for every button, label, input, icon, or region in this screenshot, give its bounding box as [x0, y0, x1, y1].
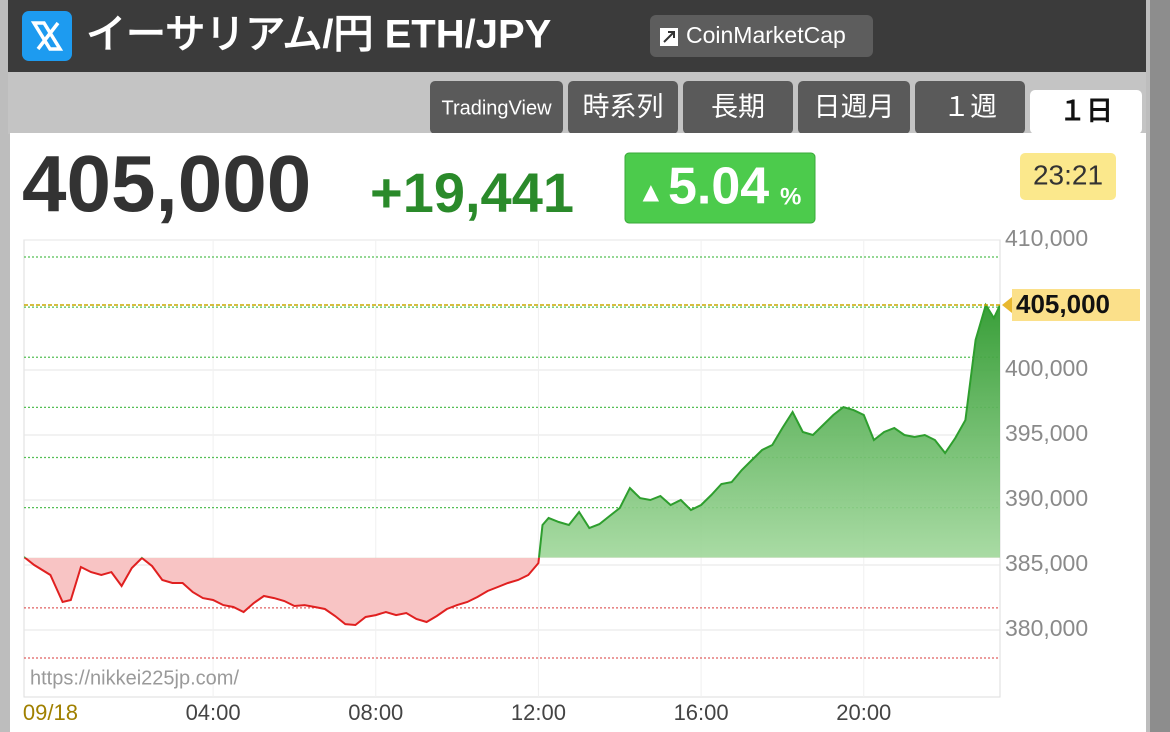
last-price-pointer	[1002, 297, 1012, 314]
tab[interactable]: 日週月	[798, 81, 910, 134]
source-button[interactable]: CoinMarketCap	[650, 15, 873, 57]
tab[interactable]: 時系列	[568, 81, 678, 134]
tab-label: 日週月	[814, 92, 895, 122]
x-tick-label: 16:00	[674, 700, 729, 725]
change-pct-box	[624, 152, 816, 224]
x-tick-label: 09/18	[23, 700, 78, 725]
tab-bg	[430, 81, 563, 134]
price: 405,000	[22, 139, 311, 228]
tab-label: １週	[943, 92, 997, 122]
tab[interactable]: １日	[1030, 90, 1142, 134]
tab[interactable]: TradingView	[430, 81, 563, 134]
panel	[10, 133, 1146, 732]
line-up	[24, 302, 1000, 558]
y-tick-label: 410,000	[1005, 225, 1088, 251]
x-icon[interactable]	[22, 11, 72, 61]
tabs: TradingView 時系列 長期 日週月 １週 １日	[430, 81, 1142, 134]
last-price-label: 405,000	[1016, 289, 1110, 319]
y-tick-label: 390,000	[1005, 485, 1088, 511]
tab-bg	[683, 81, 793, 134]
tab-bg	[798, 81, 910, 134]
change-pct-arrow: ▲	[637, 176, 665, 207]
area-down	[24, 557, 1000, 625]
change: +19,441	[370, 161, 574, 224]
tab-label: 時系列	[583, 92, 664, 122]
tab-bg	[1030, 90, 1142, 134]
tab-bg	[568, 81, 678, 134]
tab-label: １日	[1059, 96, 1113, 126]
time-box	[1020, 153, 1116, 200]
title: イーサリアム/円 ETH/JPY	[86, 13, 552, 57]
tab[interactable]: 長期	[683, 81, 793, 134]
tab-bg	[915, 81, 1025, 134]
tab[interactable]: １週	[915, 81, 1025, 134]
y-tick-label: 395,000	[1005, 420, 1088, 446]
change-pct: 5.04	[668, 158, 769, 216]
tab-label: TradingView	[441, 97, 552, 119]
header-bar	[8, 0, 1146, 72]
y-tick-label: 400,000	[1005, 355, 1088, 381]
line-down	[24, 557, 540, 627]
y-tick-label: 385,000	[1005, 550, 1088, 576]
time: 23:21	[1033, 159, 1103, 190]
area-up	[24, 305, 1000, 558]
x-tick-label: 20:00	[836, 700, 891, 725]
button-bg	[650, 15, 873, 57]
plot: 380,000 385,000 390,000 395,000 400,000 410,0…	[23, 225, 1140, 725]
y-tick-label: 380,000	[1005, 615, 1088, 641]
button-label: CoinMarketCap	[686, 22, 846, 48]
tab-label: 長期	[711, 92, 765, 122]
icon-glyph	[30, 21, 64, 51]
last-price-box	[1012, 289, 1140, 322]
button-icon-arrow	[663, 31, 675, 43]
x-tick-label: 04:00	[186, 700, 241, 725]
x-tick-label: 12:00	[511, 700, 566, 725]
change-pct-unit: %	[780, 183, 801, 210]
x-tick-label: 08:00	[348, 700, 403, 725]
side-strip	[1150, 0, 1170, 732]
watermark: https://nikkei225jp.com/	[30, 667, 239, 689]
